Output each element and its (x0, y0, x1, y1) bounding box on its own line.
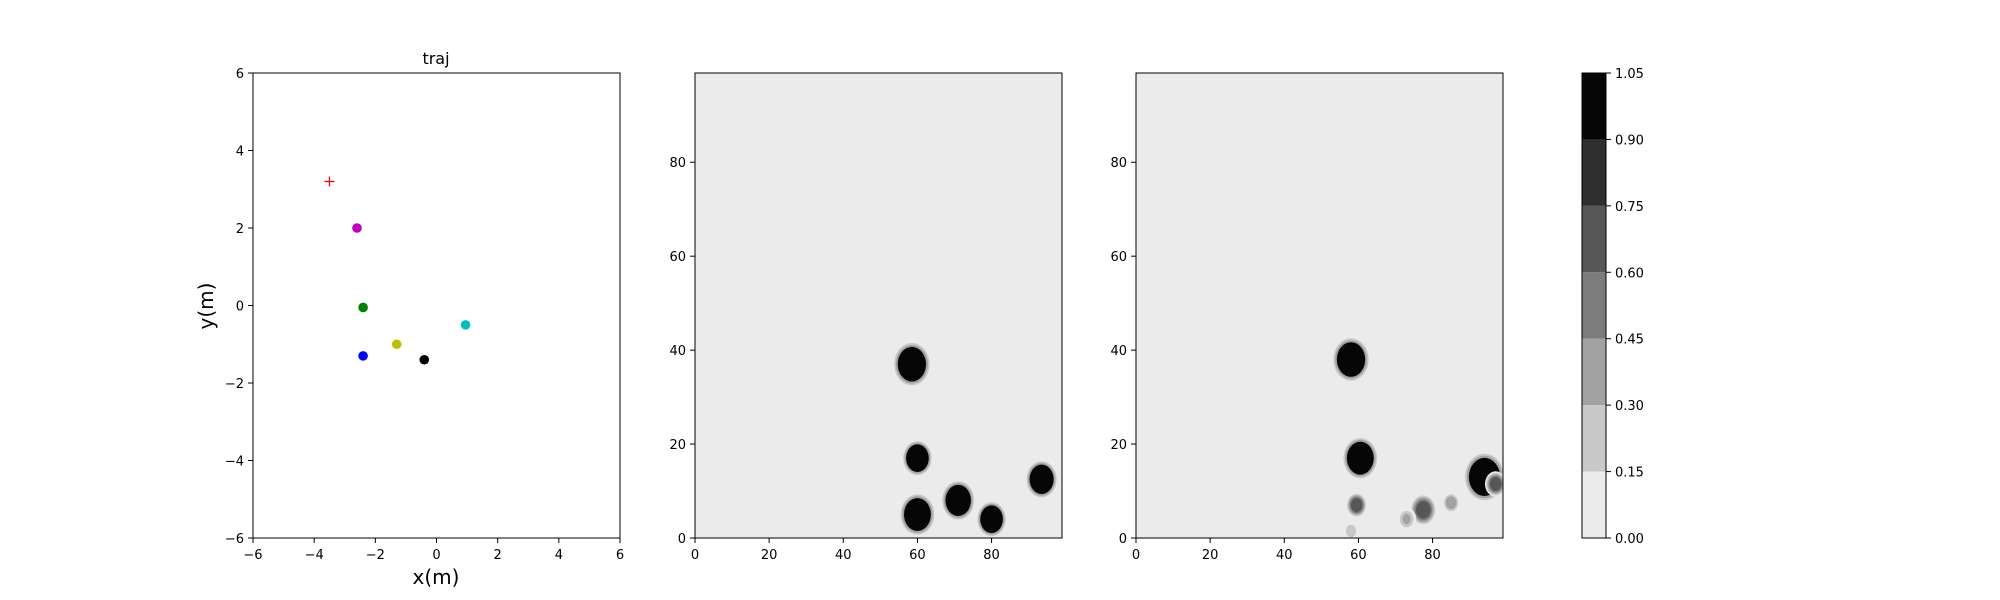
agent-point-2 (358, 302, 368, 313)
agent-point-4 (391, 339, 402, 350)
occupancy-heatmap-2: 0 20 40 60 80 0 20 40 60 80 (1110, 72, 1504, 563)
map2-x-tick-label: 40 (1276, 548, 1293, 563)
colorbar-band (1582, 73, 1606, 140)
goal-plus-marker (324, 176, 335, 187)
map1-core (906, 444, 929, 472)
traj-y-axis-label: y(m) (194, 283, 218, 330)
heatmap-1-frame (694, 72, 1063, 539)
colorbar-band (1582, 205, 1606, 273)
traj-x-tick-label: −6 (243, 548, 262, 563)
map1-core (904, 498, 931, 531)
map2-y-tick-label: 20 (1110, 438, 1127, 453)
colorbar-band (1582, 272, 1606, 339)
map2-blob-1 (1341, 436, 1379, 481)
traj-y-tick-label: −6 (225, 532, 244, 547)
colorbar-tick-label: 0.60 (1615, 266, 1644, 281)
map1-core (1029, 464, 1054, 494)
map2-x-tick-label: 60 (1350, 548, 1367, 563)
traj-y-tick-label: 4 (236, 145, 244, 160)
colorbar-tick-label: 0.15 (1615, 466, 1644, 481)
map1-y-tick-label: 60 (669, 250, 686, 265)
traj-plot-area (253, 73, 620, 538)
map1-x-tick-label: 60 (909, 548, 926, 563)
map2-core (1402, 514, 1411, 525)
map2-core (1417, 502, 1430, 518)
traj-x-axis-label: x(m) (413, 565, 460, 589)
map2-core (1336, 342, 1366, 377)
colorbar-band (1582, 139, 1606, 206)
map1-core (980, 505, 1003, 534)
occupancy-heatmap-1: 0 20 40 60 80 0 20 40 60 80 (669, 72, 1063, 563)
map2-x-tick-label: 80 (1424, 548, 1441, 563)
traj-y-tick-label: −4 (225, 455, 244, 470)
heatmap-1-background (695, 73, 1062, 538)
map1-x-tick-label: 40 (835, 548, 852, 563)
map1-x-tick-label: 0 (691, 548, 699, 563)
map1-blob-2 (899, 492, 936, 537)
map2-y-tick-label: 60 (1110, 250, 1127, 265)
map2-x-tick-label: 20 (1202, 548, 1219, 563)
map1-core (897, 346, 926, 382)
colorbar-band (1582, 338, 1606, 406)
map1-core (945, 484, 971, 516)
heatmap-2-frame (1135, 72, 1504, 539)
traj-x-tick-label: 0 (432, 548, 440, 563)
agent-point-3 (358, 351, 368, 361)
map1-y-tick-label: 80 (669, 156, 686, 171)
colorbar-tick-label: 0.45 (1615, 333, 1644, 348)
map2-blob-8 (1484, 471, 1503, 497)
colorbar-tick-label: 1.05 (1615, 67, 1644, 82)
colorbar-tick-label: 0.90 (1615, 133, 1644, 148)
traj-x-tick-label: 2 (494, 548, 502, 563)
map2-core (1447, 498, 1455, 508)
colorbar-tick-label: 0.75 (1615, 200, 1644, 215)
map2-y-tick-label: 40 (1110, 344, 1127, 359)
map2-blob-5 (1396, 507, 1417, 531)
map1-y-tick-label: 40 (669, 344, 686, 359)
map2-y-tick-label: 0 (1119, 532, 1127, 547)
colorbar: 0.00 0.15 0.30 0.45 0.60 0.75 0.90 1.05 (1581, 67, 1644, 547)
colorbar-tick-label: 0.00 (1615, 532, 1644, 547)
map2-core (1346, 441, 1374, 475)
agent-point-1 (352, 223, 362, 233)
traj-x-tick-label: 6 (616, 548, 624, 563)
traj-x-tick-label: 4 (555, 548, 563, 563)
heatmap-2-background (1136, 73, 1503, 538)
map1-blob-5 (1025, 459, 1058, 499)
map1-x-tick-label: 80 (983, 548, 1000, 563)
map2-core (1352, 499, 1362, 511)
map2-blob-6 (1442, 492, 1460, 514)
map2-core (1347, 527, 1355, 535)
colorbar-band (1582, 471, 1606, 538)
map1-y-tick-label: 20 (669, 438, 686, 453)
map1-x-tick-label: 20 (761, 548, 778, 563)
colorbar-band (1582, 405, 1606, 472)
map2-core (1491, 478, 1501, 490)
map1-blob-4 (976, 500, 1007, 538)
traj-y-tick-label: 2 (236, 222, 244, 237)
colorbar-frame (1581, 72, 1607, 539)
traj-x-tick-label: −4 (305, 548, 324, 563)
map2-y-tick-label: 80 (1110, 156, 1127, 171)
map1-y-tick-label: 0 (678, 532, 686, 547)
traj-x-tick-label: −2 (366, 548, 385, 563)
map1-blob-0 (892, 341, 932, 388)
traj-y-tick-label: 0 (236, 300, 244, 315)
map2-blob-3 (1343, 522, 1359, 538)
traj-y-tick-label: 6 (236, 67, 244, 82)
trajectory-plot: traj −6 −4 −2 0 2 4 6 −6 −4 −2 0 2 4 6 x(m) y(m) (194, 49, 624, 589)
map2-x-tick-label: 0 (1132, 548, 1140, 563)
map2-blob-4 (1409, 493, 1437, 526)
map2-blob-0 (1331, 336, 1371, 383)
traj-y-tick-label: −2 (225, 377, 244, 392)
colorbar-tick-label: 0.30 (1615, 399, 1644, 414)
map1-blob-1 (902, 439, 933, 477)
agent-point-5 (460, 320, 471, 330)
map2-blob-2 (1345, 492, 1368, 518)
traj-plot-title: traj (422, 49, 449, 68)
map1-blob-3 (940, 479, 976, 522)
agent-point-6 (419, 354, 430, 365)
